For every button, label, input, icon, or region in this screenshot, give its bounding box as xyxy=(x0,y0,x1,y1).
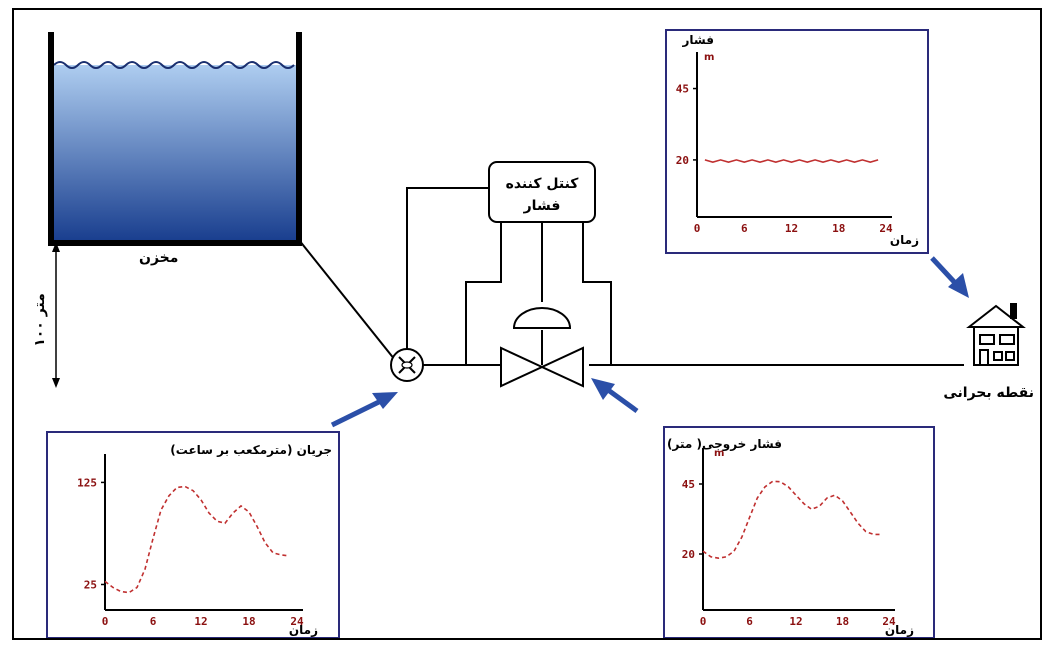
pipes xyxy=(298,187,964,366)
chart-title: فشار خروجی( متر) xyxy=(667,437,782,452)
height-dimension xyxy=(52,242,60,388)
chart-unit: m xyxy=(704,52,714,63)
tank-label: مخزن xyxy=(139,250,178,266)
y-tick-label: 20 xyxy=(676,154,689,167)
water-body xyxy=(54,65,296,240)
series-line xyxy=(704,159,879,164)
diagram-frame: مخزن ۱۰۰ متر کنتل کننده فشار xyxy=(12,8,1042,640)
outlet-pressure-chart-box xyxy=(663,426,935,639)
diagram-canvas: مخزن ۱۰۰ متر کنتل کننده فشار xyxy=(32,29,1034,639)
x-tick-label: 18 xyxy=(832,222,845,235)
x-tick-label: 18 xyxy=(242,615,255,628)
x-tick-label: 24 xyxy=(879,222,893,235)
arrow-to-valve xyxy=(591,378,639,414)
arrow-to-flow-meter xyxy=(330,392,398,428)
x-tick-label: 12 xyxy=(789,615,802,628)
flow-chart-box xyxy=(46,431,340,639)
y-tick-label: 45 xyxy=(676,83,689,96)
tank-walls xyxy=(48,32,302,246)
flow-meter-icon xyxy=(390,348,424,382)
pressure-controller xyxy=(488,161,596,223)
height-label: ۱۰۰ متر xyxy=(32,293,48,347)
x-axis-label: زمان xyxy=(289,623,318,637)
controller-label-line2: فشار xyxy=(523,198,561,214)
x-tick-label: 6 xyxy=(741,222,748,235)
x-tick-label: 0 xyxy=(102,615,109,628)
x-tick-label: 12 xyxy=(194,615,207,628)
series-line xyxy=(702,480,882,560)
reservoir-tank xyxy=(48,32,302,246)
x-tick-label: 24 xyxy=(882,615,896,628)
series-line xyxy=(104,485,290,594)
y-tick-label: 45 xyxy=(682,478,695,491)
bottom-left-chart: جریان (مترمکعب بر ساعت) زمان 0 6 12 18 24 125 25 xyxy=(77,443,332,637)
y-tick-label: 20 xyxy=(682,548,695,561)
x-axis-label: زمان xyxy=(890,233,919,247)
x-tick-label: 0 xyxy=(700,615,707,628)
x-tick-label: 12 xyxy=(785,222,798,235)
bottom-right-chart: فشار خروجی( متر)m زمان 0 6 12 18 24 45 20 xyxy=(667,437,914,637)
controller-label-line1: کنتل کننده xyxy=(506,176,580,192)
chart-unit: m xyxy=(714,448,724,459)
top-right-chart: فشار m زمان 0 6 12 18 24 45 20 xyxy=(676,33,919,247)
x-tick-label: 0 xyxy=(694,222,701,235)
critical-point-label: نقطه بحرانی xyxy=(943,385,1034,401)
y-tick-label: 25 xyxy=(84,578,97,591)
x-tick-label: 6 xyxy=(746,615,753,628)
x-tick-label: 18 xyxy=(836,615,849,628)
x-tick-label: 6 xyxy=(150,615,157,628)
arrow-to-house xyxy=(930,256,969,298)
y-tick-label: 125 xyxy=(77,476,97,489)
x-axis-label: زمان xyxy=(885,623,914,637)
water-surface xyxy=(53,61,295,69)
house-icon xyxy=(966,303,1026,366)
chart-title: فشار xyxy=(682,33,714,47)
chart-title: جریان (مترمکعب بر ساعت) xyxy=(170,443,332,457)
pressure-chart-box xyxy=(665,29,929,254)
x-tick-label: 24 xyxy=(290,615,304,628)
control-valve-icon xyxy=(500,307,584,388)
